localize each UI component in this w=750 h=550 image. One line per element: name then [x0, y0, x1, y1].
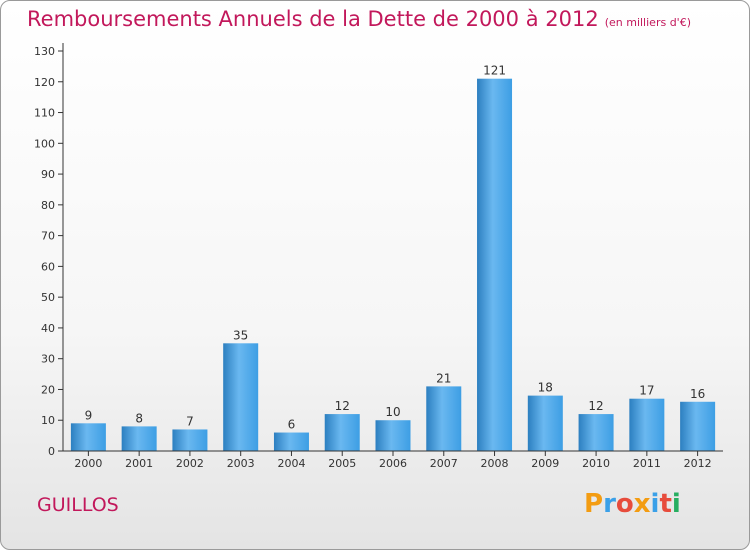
bar [477, 78, 513, 451]
bar [578, 414, 614, 451]
y-tick-label: 40 [41, 322, 55, 335]
title-text: Remboursements Annuels de la Dette de 20… [27, 7, 599, 31]
data-label: 16 [690, 387, 705, 401]
x-tick-label: 2003 [227, 457, 255, 470]
logo-letter: P [584, 489, 604, 519]
data-label: 6 [288, 418, 296, 432]
bar [70, 423, 106, 451]
x-tick-label: 2004 [277, 457, 305, 470]
logo-letter: t [659, 489, 672, 519]
bar [172, 429, 208, 451]
logo-letter: o [615, 489, 634, 519]
data-label: 21 [436, 371, 451, 385]
bar [273, 432, 309, 451]
x-tick-label: 2010 [582, 457, 610, 470]
x-tick-label: 2011 [633, 457, 661, 470]
y-tick-label: 30 [41, 353, 55, 366]
y-tick-label: 60 [41, 260, 55, 273]
bar [426, 386, 462, 451]
bar [629, 398, 665, 451]
y-tick-label: 50 [41, 291, 55, 304]
x-tick-label: 2007 [430, 457, 458, 470]
logo-letter: r [603, 489, 616, 519]
x-tick-label: 2006 [379, 457, 407, 470]
data-label: 12 [588, 399, 603, 413]
data-label: 10 [385, 405, 400, 419]
data-label: 121 [483, 64, 506, 78]
data-label: 17 [639, 384, 654, 398]
bar [375, 420, 411, 451]
y-tick-label: 80 [41, 199, 55, 212]
x-tick-label: 2009 [531, 457, 559, 470]
proxiti-logo: Proxiti [584, 489, 681, 519]
data-label: 7 [186, 414, 194, 428]
y-tick-label: 110 [34, 107, 55, 120]
y-axis-ticks: 0 10 20 30 40 50 60 70 80 90 100 110 120 130 [34, 45, 63, 458]
data-label: 9 [85, 408, 93, 422]
y-tick-label: 120 [34, 76, 55, 89]
bar [121, 426, 157, 451]
data-label: 18 [538, 381, 553, 395]
chart-title: Remboursements Annuels de la Dette de 20… [27, 7, 691, 31]
data-label: 35 [233, 328, 248, 342]
data-label: 12 [335, 399, 350, 413]
y-tick-label: 130 [34, 45, 55, 58]
commune-name: GUILLOS [37, 494, 119, 516]
logo-letter: x [633, 489, 651, 519]
bar [527, 395, 563, 451]
data-label: 8 [135, 411, 143, 425]
x-tick-label: 2005 [328, 457, 356, 470]
bar [680, 401, 716, 451]
y-tick-label: 10 [41, 414, 55, 427]
y-tick-label: 0 [48, 445, 55, 458]
unit-label: (en milliers d'€) [604, 16, 691, 29]
logo-letter: i [650, 489, 660, 519]
y-tick-label: 70 [41, 230, 55, 243]
x-tick-label: 2001 [125, 457, 153, 470]
y-tick-label: 100 [34, 137, 55, 150]
x-tick-label: 2008 [481, 457, 509, 470]
axes [62, 43, 723, 452]
x-tick-label: 2000 [74, 457, 102, 470]
bars: 9 8 7 35 6 12 10 21 121 18 12 17 16 [70, 64, 716, 451]
y-tick-label: 20 [41, 383, 55, 396]
y-tick-label: 90 [41, 168, 55, 181]
x-tick-label: 2002 [176, 457, 204, 470]
bar [223, 343, 259, 451]
logo-letter: i [671, 489, 681, 519]
bar [324, 414, 360, 451]
x-tick-label: 2012 [684, 457, 712, 470]
x-axis-labels: 2000 2001 2002 2003 2004 2005 2006 2007 2008 2009… [74, 451, 712, 470]
